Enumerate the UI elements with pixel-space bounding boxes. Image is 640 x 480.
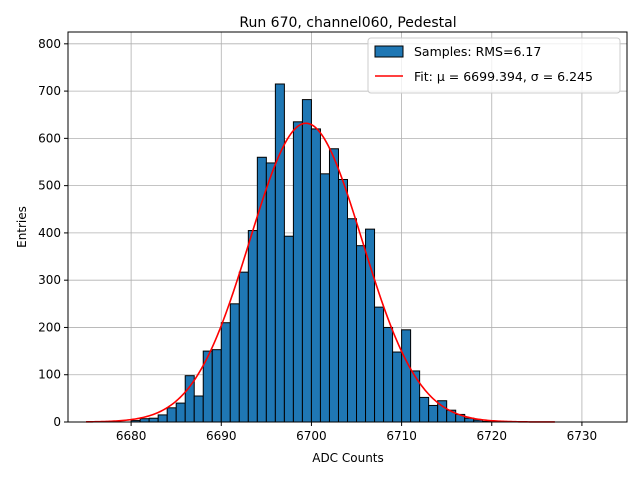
y-tick-label: 700 [38,84,61,98]
histogram-bar [337,178,348,423]
legend: Samples: RMS=6.17 Fit: μ = 6699.394, σ =… [367,37,621,94]
histogram-bar [211,349,222,423]
histogram-bar [220,322,231,423]
histogram-bar [148,417,159,423]
x-tick-label: 6680 [116,429,147,443]
histogram-bar [319,173,330,423]
y-tick-label: 100 [38,368,61,382]
legend-patch-samples [374,45,404,58]
histogram-bar [301,99,312,423]
histogram-bars [130,83,493,423]
x-axis-label: ADC Counts [312,451,384,465]
x-tick-label: 6720 [476,429,507,443]
y-tick-label: 300 [38,273,61,287]
x-axis-ticks: 6680 6690 6700 6710 6720 6730 [116,422,597,443]
histogram-bar [238,271,249,423]
legend-box [367,37,621,94]
histogram-bar [310,128,321,423]
histogram-bar [256,156,267,423]
histogram-bar [175,402,186,423]
histogram-bar [193,395,204,423]
histogram-bar [383,326,394,423]
histogram-bar [410,370,421,423]
histogram-bar [265,162,276,423]
histogram-bar [401,329,412,423]
histogram-bar [428,404,439,423]
histogram-bar [292,121,303,423]
y-tick-label: 600 [38,131,61,145]
y-tick-label: 0 [53,415,61,429]
x-tick-label: 6690 [206,429,237,443]
histogram-bar [347,218,358,423]
fit-curve [86,122,555,423]
histogram-bar [274,83,285,423]
histogram-bar [328,148,339,423]
histogram-bar [157,414,168,423]
histogram-bar [356,245,367,423]
x-tick-label: 6730 [567,429,598,443]
y-tick-label: 400 [38,226,61,240]
histogram-bar [247,230,258,423]
histogram-bar [229,303,240,423]
histogram-bar [283,235,294,423]
histogram-bar [166,407,177,423]
legend-label-samples: Samples: RMS=6.17 [414,44,541,59]
x-tick-label: 6710 [386,429,417,443]
legend-label-fit: Fit: μ = 6699.394, σ = 6.245 [414,69,593,84]
y-tick-label: 200 [38,320,61,334]
y-axis-label: Entries [15,206,29,248]
y-axis-ticks: 0 100 200 300 400 500 600 700 800 [38,37,68,429]
y-tick-label: 800 [38,37,61,51]
histogram-bar [419,396,430,423]
histogram-bar [374,306,385,423]
plot-frame [67,31,628,423]
chart-title: Run 670, channel060, Pedestal [239,15,456,31]
y-tick-label: 500 [38,179,61,193]
x-tick-label: 6700 [296,429,327,443]
histogram-bar [392,351,403,423]
